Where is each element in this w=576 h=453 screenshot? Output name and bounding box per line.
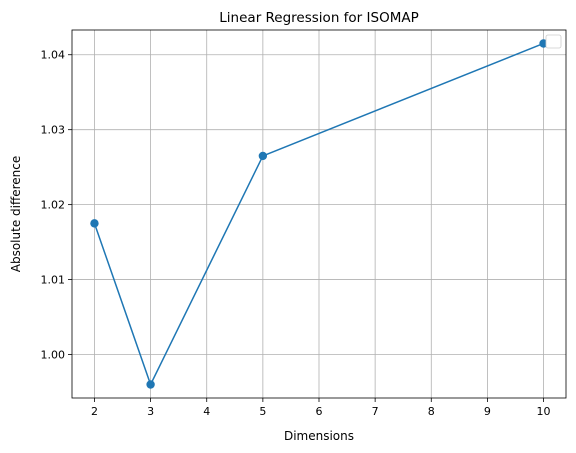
series-layer	[90, 39, 548, 389]
y-tick-label: 1.04	[41, 49, 66, 62]
x-tick-label: 8	[428, 405, 435, 418]
data-point	[146, 380, 155, 389]
legend-box	[545, 34, 562, 49]
chart-title: Linear Regression for ISOMAP	[219, 10, 418, 26]
x-tick-label: 4	[203, 405, 210, 418]
x-axis-label: Dimensions	[284, 429, 354, 443]
series-line	[93, 42, 544, 386]
y-tick-label: 1.03	[41, 124, 66, 137]
x-tick-label: 9	[484, 405, 491, 418]
y-axis-label: Absolute difference	[9, 156, 23, 273]
x-tick-label: 3	[147, 405, 154, 418]
x-tick-label: 5	[259, 405, 266, 418]
axis-ticks: 2 3 4 5 6 7 8 9 10 1.00 1.01 1.02 1.03 1.04	[41, 49, 551, 418]
y-tick-label: 1.00	[41, 349, 66, 362]
x-tick-label: 6	[316, 405, 323, 418]
data-point	[90, 219, 99, 228]
grid-lines	[72, 30, 566, 398]
y-tick-label: 1.02	[41, 199, 66, 212]
x-tick-label: 10	[537, 405, 551, 418]
x-tick-label: 7	[372, 405, 379, 418]
y-tick-label: 1.01	[41, 274, 66, 287]
x-tick-label: 2	[91, 405, 98, 418]
data-point	[258, 151, 268, 161]
legend-frame	[545, 34, 562, 49]
